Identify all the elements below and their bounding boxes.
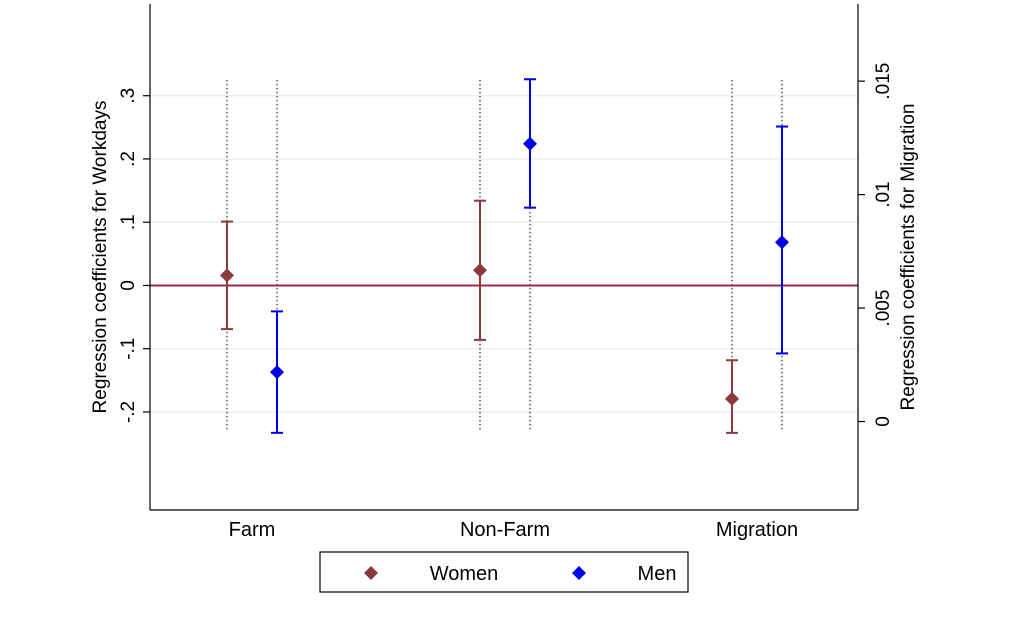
left-tick-label-1: -.1: [118, 338, 139, 360]
category-labels: Farm Non-Farm Migration: [229, 519, 798, 541]
legend-box: [319, 551, 689, 593]
right-tick-label-0: 0: [873, 416, 894, 427]
right-axis-title: Regression coefficients for Migration: [898, 104, 919, 411]
left-axis-title: Regression coefficients for Workdays: [90, 101, 111, 414]
left-tick-label-2: 0: [118, 280, 139, 291]
point-women-1: [473, 263, 487, 278]
right-tick-label-2: .01: [873, 181, 894, 207]
plot-frame: [149, 4, 859, 511]
left-tick-label-4: .2: [118, 151, 139, 167]
point-women-2: [725, 391, 739, 406]
point-men-1: [523, 136, 537, 151]
right-axis-ticks: 0 .005 .01 .015: [858, 63, 894, 427]
series-layer: [220, 78, 789, 434]
left-tick-label-5: .3: [118, 88, 139, 104]
category-label-0: Farm: [229, 519, 276, 541]
legend-marker-men: [572, 566, 586, 580]
right-tick-label-1: .005: [873, 290, 894, 327]
point-men-0: [270, 365, 284, 380]
legend-marker-women: [364, 566, 378, 580]
left-tick-label-0: -.2: [118, 401, 139, 423]
legend-label-women: Women: [430, 563, 499, 585]
point-men-2: [775, 235, 789, 250]
point-women-0: [220, 268, 234, 283]
legend-label-men: Men: [638, 563, 677, 585]
category-label-2: Migration: [716, 519, 798, 541]
left-axis-ticks: -.2 -.1 0 .1 .2 .3: [118, 88, 150, 423]
right-tick-label-3: .015: [873, 63, 894, 100]
left-tick-label-3: .1: [118, 214, 139, 230]
category-label-1: Non-Farm: [460, 519, 550, 541]
legend: Women Men: [319, 551, 689, 593]
